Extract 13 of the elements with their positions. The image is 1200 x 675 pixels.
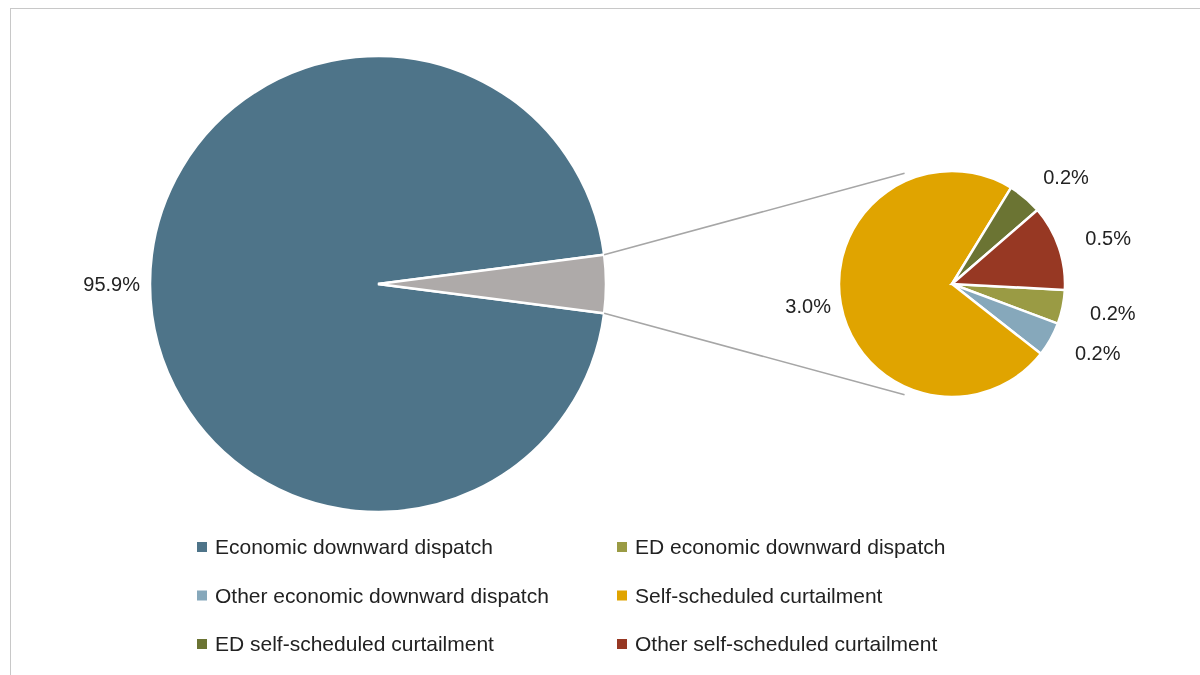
legend-label: Other economic downward dispatch — [215, 583, 549, 607]
data-label: 0.5% — [1085, 227, 1132, 250]
data-label: 0.2% — [1043, 165, 1090, 188]
legend-label: Other self-scheduled curtailment — [635, 632, 938, 656]
legend-label: Self-scheduled curtailment — [635, 583, 883, 607]
legend-label: ED economic downward dispatch — [635, 535, 946, 559]
data-label: 95.9% — [83, 273, 141, 295]
legend-label: Economic downward dispatch — [215, 535, 493, 559]
data-label: 0.2% — [1090, 301, 1136, 324]
data-label: 3.0% — [785, 294, 832, 317]
legend-label: ED self-scheduled curtailment — [215, 632, 495, 656]
pie-slice — [149, 54, 606, 514]
data-label: 0.2% — [1074, 342, 1121, 365]
